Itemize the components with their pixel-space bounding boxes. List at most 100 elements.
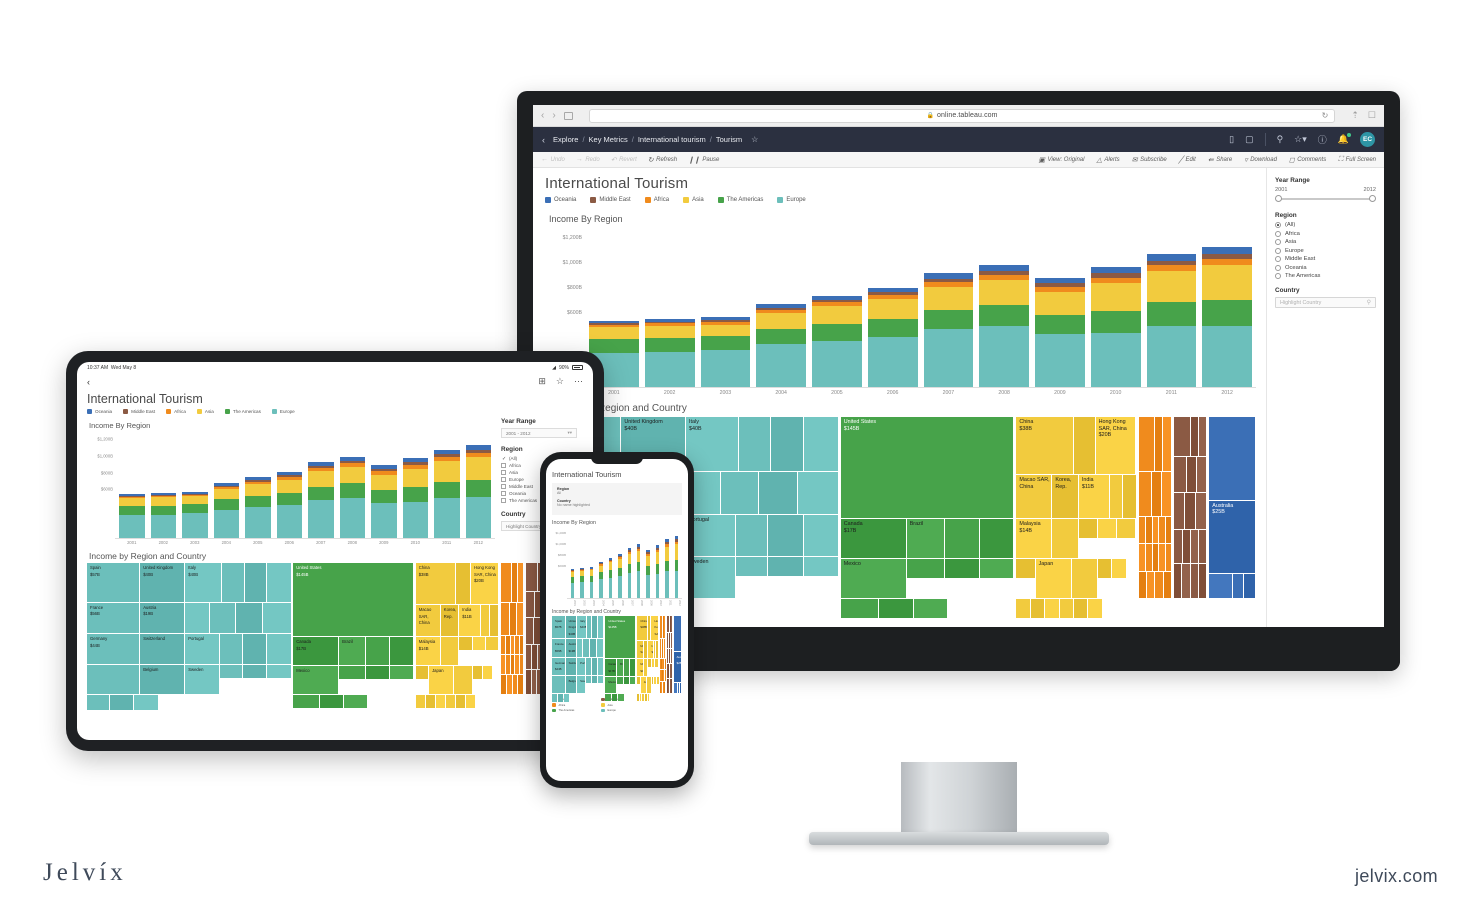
bar-segment-the-americas[interactable] — [182, 504, 208, 514]
bar-2007[interactable] — [923, 226, 974, 387]
treemap-tile[interactable] — [564, 693, 570, 703]
treemap-tile[interactable] — [605, 693, 612, 702]
region-option-europe[interactable]: Europe — [1275, 247, 1376, 254]
bar-segment-asia[interactable] — [571, 571, 575, 577]
bar-segment-asia[interactable] — [812, 305, 862, 324]
treemap-tile-united-states[interactable]: United States $145B — [293, 563, 414, 636]
bar-segment-the-americas[interactable] — [923, 309, 974, 330]
bar-segment-the-americas[interactable] — [1146, 302, 1197, 327]
edit-button[interactable]: ╱ Edit — [1178, 156, 1196, 164]
bar-segment-asia[interactable] — [119, 498, 145, 506]
treemap-tile[interactable] — [1209, 417, 1255, 500]
treemap-tile[interactable] — [435, 694, 445, 709]
bar-segment-the-americas[interactable] — [812, 323, 862, 341]
treemap-tile[interactable] — [673, 682, 677, 693]
treemap-tile[interactable] — [472, 636, 485, 651]
treemap-tile[interactable] — [1151, 471, 1161, 517]
treemap-tile[interactable] — [642, 693, 645, 702]
bar-segment-africa[interactable] — [756, 310, 806, 314]
treemap-tile[interactable] — [490, 605, 499, 636]
add-to-icon[interactable]: ⊞ — [538, 376, 546, 386]
bar-segment-africa[interactable] — [402, 465, 428, 469]
treemap-tile[interactable] — [679, 682, 681, 693]
treemap-tile[interactable] — [1145, 544, 1152, 571]
bar-segment-middle-east[interactable] — [571, 569, 575, 571]
bar-segment-africa[interactable] — [371, 471, 397, 475]
share-icon[interactable]: ⇡ — [1351, 110, 1359, 120]
treemap-tile-sweden[interactable]: Sweden — [577, 675, 586, 693]
treemap-tile-germany[interactable]: Germany $44B — [552, 657, 565, 675]
treemap-tile[interactable] — [1138, 417, 1154, 471]
bar-segment-middle-east[interactable] — [627, 550, 631, 552]
treemap-tile-china[interactable]: China $38B — [1016, 417, 1074, 475]
bar-segment-oceania[interactable] — [1202, 247, 1252, 255]
checkbox[interactable] — [501, 477, 506, 482]
region-option-oceania[interactable]: Oceania — [1275, 264, 1376, 271]
country-highlight-input[interactable]: Highlight Country ⚲ — [1275, 297, 1376, 308]
more-icon[interactable]: ⋯ — [574, 376, 583, 386]
bar-segment-the-americas[interactable] — [213, 499, 239, 510]
help-icon[interactable]: ⓘ — [1317, 135, 1327, 145]
bar-2010[interactable] — [402, 431, 428, 538]
checkbox[interactable] — [501, 484, 506, 489]
treemap-tile[interactable] — [519, 655, 524, 675]
treemap-tile[interactable] — [1152, 517, 1159, 544]
bar-segment-middle-east[interactable] — [700, 320, 751, 322]
treemap-tile-austria[interactable]: Austria $19B — [140, 602, 185, 634]
treemap-tile[interactable] — [1110, 475, 1123, 518]
treemap-tile[interactable] — [598, 675, 604, 684]
bar-segment-middle-east[interactable] — [644, 321, 695, 324]
region-option-africa[interactable]: Africa — [501, 463, 577, 468]
legend-item-africa[interactable]: Africa — [644, 197, 669, 203]
bar-segment-asia[interactable] — [923, 286, 974, 310]
bar-segment-asia[interactable] — [608, 562, 613, 571]
treemap-tile-switzerland[interactable]: Switzerland — [140, 634, 185, 664]
bar-segment-middle-east[interactable] — [1035, 283, 1085, 287]
treemap-tile[interactable] — [630, 659, 636, 676]
bar-segment-the-americas[interactable] — [867, 318, 918, 337]
bar-segment-europe[interactable] — [371, 503, 397, 538]
treemap-tile[interactable] — [1159, 544, 1165, 571]
bar-segment-africa[interactable] — [627, 551, 631, 554]
bar-segment-middle-east[interactable] — [608, 559, 613, 561]
bar-segment-asia[interactable] — [618, 559, 622, 568]
treemap-tile[interactable] — [1152, 544, 1159, 571]
treemap-tile[interactable] — [651, 659, 655, 668]
bar-segment-europe[interactable] — [608, 577, 613, 598]
bar-segment-oceania[interactable] — [308, 462, 334, 466]
treemap-tile-belgium[interactable]: Belgium — [565, 675, 577, 693]
radio-button[interactable] — [1275, 247, 1281, 254]
treemap-tile-macao-sar-china[interactable]: Macao SAR, China — [637, 640, 643, 659]
bar-segment-middle-east[interactable] — [1202, 254, 1252, 260]
treemap-tile[interactable] — [459, 636, 472, 651]
region-option-europe[interactable]: Europe — [501, 477, 577, 482]
treemap-tile[interactable] — [537, 669, 543, 694]
bar-2008[interactable] — [636, 527, 641, 598]
bar-segment-oceania[interactable] — [608, 557, 613, 560]
treemap-tile[interactable] — [109, 694, 134, 710]
bar-segment-middle-east[interactable] — [371, 468, 397, 472]
treemap-tile[interactable] — [365, 636, 389, 665]
radio-button[interactable] — [1275, 273, 1281, 279]
bar-segment-europe[interactable] — [245, 507, 271, 538]
bar-segment-middle-east[interactable] — [599, 563, 603, 565]
bar-segment-asia[interactable] — [589, 326, 639, 339]
bar-segment-middle-east[interactable] — [1146, 260, 1197, 266]
treemap-tile[interactable] — [803, 515, 838, 557]
treemap-tile[interactable] — [552, 693, 557, 703]
bar-segment-asia[interactable] — [339, 466, 365, 484]
treemap-tile[interactable] — [735, 515, 768, 557]
checkbox[interactable] — [501, 463, 506, 468]
treemap-tile-india[interactable]: India $11B — [648, 640, 654, 659]
region-option-middle-east[interactable]: Middle East — [1275, 256, 1376, 262]
treemap-tile-canada[interactable]: Canada $17B — [605, 659, 617, 676]
bar-segment-oceania[interactable] — [1035, 277, 1085, 284]
treemap-tile[interactable] — [500, 563, 512, 602]
bar-segment-europe[interactable] — [213, 509, 239, 538]
treemap-tile[interactable] — [220, 664, 242, 679]
bar-segment-africa[interactable] — [674, 541, 679, 545]
alerts-button[interactable]: △ Alerts — [1096, 156, 1120, 164]
treemap-tile[interactable] — [552, 675, 565, 693]
treemap-tile[interactable] — [1165, 544, 1171, 571]
bar-segment-oceania[interactable] — [402, 458, 428, 463]
